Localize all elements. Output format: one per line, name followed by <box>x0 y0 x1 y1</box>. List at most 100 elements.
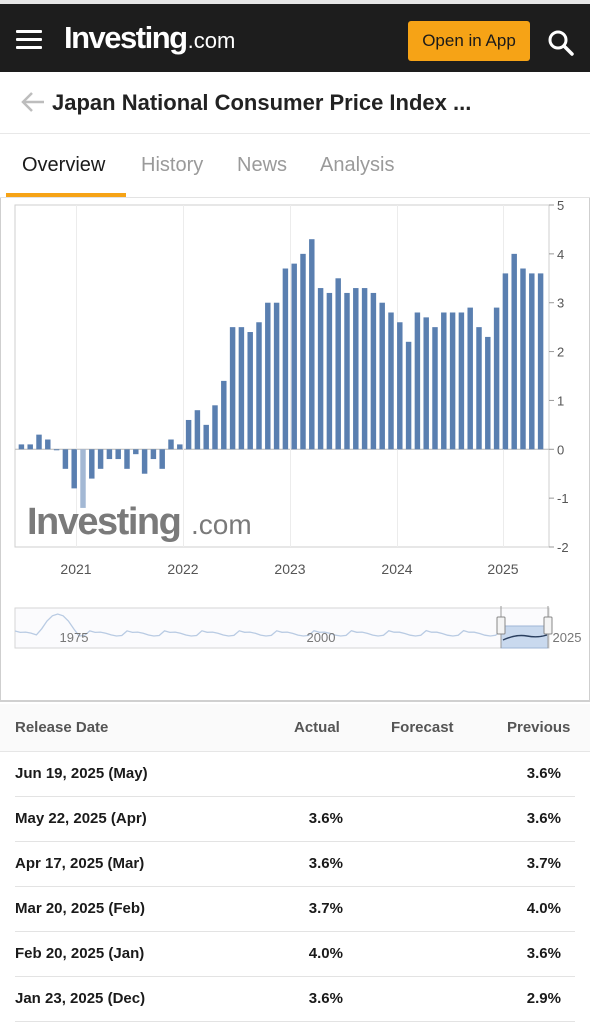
chart-bar[interactable] <box>53 449 60 451</box>
chart-bar[interactable] <box>317 288 324 450</box>
chart-bar[interactable] <box>467 307 473 450</box>
chart-bar[interactable] <box>502 273 509 450</box>
chart-bar[interactable] <box>133 449 139 455</box>
chart-bar[interactable] <box>203 424 209 450</box>
previous-cell: 3.6% <box>526 945 561 962</box>
chart-bar[interactable] <box>441 312 447 450</box>
y-tick-label: 5 <box>557 198 564 213</box>
chart-bar[interactable] <box>247 332 253 450</box>
chart-bar[interactable] <box>520 268 526 450</box>
table-row: Jan 23, 2025 (Dec) 3.6% 2.9% <box>15 977 575 1022</box>
chart-bar[interactable] <box>273 302 280 450</box>
chart-bar[interactable] <box>414 312 421 450</box>
actual-cell: 3.6% <box>308 810 343 827</box>
chart-bar[interactable] <box>80 449 86 508</box>
table-header-row: Release Date Actual Forecast Previous <box>0 704 590 752</box>
chart-bar[interactable] <box>106 449 113 460</box>
chart-bar[interactable] <box>36 434 42 450</box>
tab-news[interactable]: News <box>237 154 288 176</box>
chart-bar[interactable] <box>115 449 121 460</box>
navigator-handle[interactable] <box>496 616 506 635</box>
header-release-date: Release Date <box>15 719 109 736</box>
chart-bar[interactable] <box>124 449 130 469</box>
chart-bar[interactable] <box>353 288 359 450</box>
chart-bar[interactable] <box>300 253 306 450</box>
y-tick-label: 0 <box>557 442 564 457</box>
chart-bar[interactable] <box>159 449 165 469</box>
release-date-cell: May 22, 2025 (Apr) <box>15 810 147 827</box>
chart-bar[interactable] <box>291 263 297 450</box>
previous-cell: 4.0% <box>526 900 561 917</box>
search-icon[interactable] <box>546 28 576 58</box>
chart-bar[interactable] <box>71 449 77 489</box>
chart-bar[interactable] <box>335 278 341 450</box>
y-tick-label: -2 <box>557 540 569 555</box>
chart-bar[interactable] <box>423 317 429 450</box>
chart-bar[interactable] <box>432 327 438 450</box>
navigator-label: 2025 <box>553 630 582 645</box>
tab-analysis[interactable]: Analysis <box>320 154 395 176</box>
chart-bar[interactable] <box>212 405 218 450</box>
chart-bar[interactable] <box>344 292 350 450</box>
chart-bar[interactable] <box>265 302 271 450</box>
table-row: Mar 20, 2025 (Feb) 3.7% 4.0% <box>15 887 575 932</box>
chart-bar[interactable] <box>529 273 535 450</box>
chart-bar[interactable] <box>485 336 491 450</box>
chart-range-navigator[interactable]: 1975 2000 2025 <box>14 606 582 649</box>
navigator-selected-line <box>502 634 548 641</box>
actual-cell: 4.0% <box>308 945 343 962</box>
header-forecast: Forecast <box>391 719 454 736</box>
chart-bar[interactable] <box>256 322 262 450</box>
active-tab-indicator <box>6 193 126 197</box>
chart-bar[interactable] <box>238 327 245 450</box>
investing-watermark: Investing .com <box>27 501 252 543</box>
chart-bar[interactable] <box>62 449 69 469</box>
logo-wordmark: Investing <box>64 20 188 55</box>
chart-bar[interactable] <box>511 253 517 450</box>
chart-bar[interactable] <box>361 288 368 450</box>
investing-logo[interactable]: Investing.com <box>64 20 235 60</box>
chart-bar[interactable] <box>476 327 482 450</box>
chart-bar[interactable] <box>397 322 403 450</box>
chart-bar[interactable] <box>185 419 192 450</box>
chart-bar[interactable] <box>45 439 51 450</box>
watermark-wordmark: Investing <box>27 501 180 543</box>
chart-bar[interactable] <box>379 302 385 450</box>
table-row: Jun 19, 2025 (May) 3.6% <box>15 752 575 797</box>
chart-bar[interactable] <box>221 380 227 450</box>
open-in-app-button[interactable]: Open in App <box>408 21 530 61</box>
chart-bar[interactable] <box>537 273 544 450</box>
chart-bar[interactable] <box>141 449 148 474</box>
tab-overview[interactable]: Overview <box>22 154 106 176</box>
y-tick-label: -1 <box>557 491 569 506</box>
chart-bar[interactable] <box>18 444 25 450</box>
chart-bar[interactable] <box>405 341 412 450</box>
chart-bar[interactable] <box>458 312 465 450</box>
chart-bar[interactable] <box>97 449 104 469</box>
hamburger-menu-icon[interactable] <box>16 30 42 50</box>
chart-bar[interactable] <box>388 312 394 450</box>
chart-bar[interactable] <box>309 239 315 450</box>
tab-history[interactable]: History <box>141 154 204 176</box>
table-row: May 22, 2025 (Apr) 3.6% 3.6% <box>15 797 575 842</box>
chart-bar[interactable] <box>27 444 33 450</box>
chart-bar[interactable] <box>177 444 183 450</box>
actual-cell: 3.7% <box>308 900 343 917</box>
chart-bar[interactable] <box>229 327 236 450</box>
chart-bar[interactable] <box>89 449 95 479</box>
chart-bar[interactable] <box>168 439 174 450</box>
chart-bar[interactable] <box>493 307 500 450</box>
chart-bar[interactable] <box>194 410 201 450</box>
cpi-bar-chart[interactable]: 5 4 3 2 1 0 -1 -2 2021 2022 2023 2024 2025 Investing… <box>1 198 589 702</box>
chart-bar[interactable] <box>370 292 377 450</box>
x-tick-label: 2023 <box>274 561 305 577</box>
back-arrow-icon[interactable] <box>20 90 46 114</box>
chart-bar[interactable] <box>282 268 289 450</box>
release-date-cell: Apr 17, 2025 (Mar) <box>15 855 145 872</box>
actual-cell: 3.6% <box>308 990 343 1007</box>
chart-bar[interactable] <box>326 292 333 450</box>
chart-bar[interactable] <box>150 449 157 460</box>
previous-cell: 3.6% <box>526 765 561 782</box>
chart-bar[interactable] <box>449 312 456 450</box>
navigator-handle[interactable] <box>543 616 553 635</box>
